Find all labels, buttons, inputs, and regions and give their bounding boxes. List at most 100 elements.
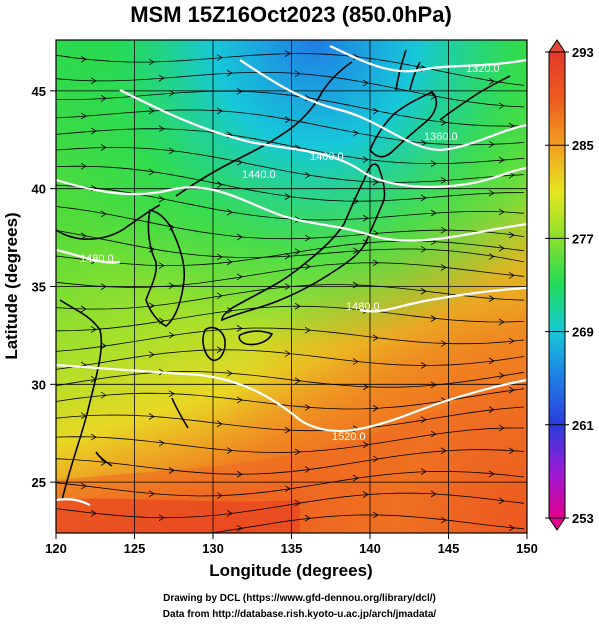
streamline-arrow — [236, 396, 243, 404]
streamline — [56, 72, 525, 108]
streamline-arrow — [304, 466, 311, 473]
streamline-arrow — [158, 439, 165, 447]
streamline-arrow — [440, 516, 447, 524]
streamline-arrow — [440, 226, 447, 234]
streamline-arrow — [284, 350, 291, 357]
y-axis-label: Latitude (degrees) — [2, 212, 21, 359]
streamline-arrow — [362, 491, 369, 498]
streamline-arrow — [101, 536, 106, 542]
height-contour-1480 — [56, 248, 527, 313]
streamline-arrow — [226, 307, 233, 314]
streamline-arrow — [80, 305, 87, 313]
coastline-china — [56, 204, 161, 501]
streamline-arrow — [226, 208, 233, 216]
streamline-arrow — [352, 247, 359, 255]
streamline-arrow — [80, 55, 87, 63]
streamline-arrow — [226, 447, 233, 454]
streamline-arrow — [236, 88, 243, 95]
contour-label-1360: 1360.0 — [424, 131, 458, 143]
streamline-arrow — [352, 281, 359, 289]
x-tick-label: 120 — [45, 541, 67, 556]
streamline-arrow — [148, 490, 155, 498]
streamline — [56, 90, 525, 127]
streamline-arrow — [216, 253, 223, 261]
contour-label-1480-west: 1480.0 — [80, 253, 114, 265]
height-contour-1560 — [56, 498, 91, 506]
streamline-arrow — [216, 292, 223, 300]
height-contour-1400 — [119, 89, 527, 188]
streamline-arrow — [508, 386, 515, 394]
streamline-arrow — [158, 262, 165, 269]
plot-area: 1320.0 1360.0 1400.0 1440.0 1480.0 1480.… — [56, 40, 527, 542]
streamline-arrow — [158, 514, 165, 522]
streamline-arrow — [440, 447, 447, 455]
coastline-korea — [145, 209, 186, 327]
streamline-arrow — [488, 253, 495, 260]
streamline-arrow — [304, 171, 311, 179]
streamline-arrow — [508, 122, 515, 130]
streamline-arrow — [168, 282, 175, 290]
y-tick-label: 45 — [32, 84, 46, 99]
streamline-arrow — [80, 112, 87, 120]
streamline-arrow — [488, 140, 495, 148]
streamline-arrow — [440, 340, 447, 347]
streamline-arrow — [226, 510, 233, 517]
streamline-arrow — [216, 107, 223, 115]
colorbar-bottom-arrow — [548, 517, 566, 531]
streamline-arrow — [430, 93, 437, 100]
x-tick-label: 145 — [438, 541, 460, 556]
streamline-arrow — [508, 337, 515, 345]
streamline-arrow — [488, 295, 495, 302]
colorbar-tick-label: 269 — [572, 325, 594, 340]
streamline-arrow — [236, 524, 243, 532]
streamline-arrow — [498, 424, 505, 432]
height-contour-1320 — [329, 45, 527, 73]
streamline-arrow — [80, 162, 87, 170]
coastlines — [56, 49, 511, 501]
streamline-arrow — [488, 189, 495, 197]
streamline-arrow — [498, 208, 505, 216]
streamline-arrow — [284, 485, 291, 493]
contour-label-1400: 1400.0 — [310, 151, 344, 163]
streamline-arrow — [508, 524, 515, 532]
streamline-arrow — [216, 420, 223, 428]
colorbar-tick-label: 253 — [572, 511, 594, 526]
streamline-arrow — [294, 302, 301, 310]
streamline-arrow — [168, 390, 175, 398]
streamline-arrow — [420, 287, 427, 295]
coastline-hokkaido — [369, 91, 438, 158]
streamline — [56, 229, 525, 263]
streamline-arrow — [148, 413, 155, 420]
streamline-arrow — [304, 234, 311, 242]
streamline — [56, 349, 525, 370]
streamline-arrow — [508, 272, 515, 279]
streamline — [56, 284, 525, 310]
streamline-arrow — [372, 259, 379, 267]
x-axis-label: Longitude (degrees) — [209, 561, 372, 580]
x-tick-label: 135 — [281, 541, 303, 556]
x-tick-label: 125 — [124, 541, 146, 556]
streamline — [56, 470, 525, 497]
streamline-arrow — [440, 177, 447, 184]
y-axis-ticks: 25 30 35 40 45 — [32, 84, 56, 490]
y-tick-label: 35 — [32, 280, 46, 295]
streamline — [207, 514, 525, 533]
streamline-arrow — [100, 391, 107, 399]
streamline-arrow — [236, 325, 243, 332]
streamline-arrow — [362, 214, 369, 222]
streamline-arrow — [304, 514, 311, 522]
streamline-arrow — [372, 404, 379, 412]
colorbar-tick-label: 293 — [572, 45, 594, 60]
warm-band-southwest — [56, 498, 300, 533]
streamline-arrow — [284, 50, 291, 57]
streamline-arrow — [430, 490, 437, 498]
streamline-arrow — [169, 534, 174, 540]
contour-label-1520: 1520.0 — [332, 431, 366, 443]
streamline-arrow — [420, 194, 427, 202]
streamline-arrow — [372, 455, 379, 463]
streamline-arrow — [226, 69, 233, 77]
contour-label-1320: 1320.0 — [466, 63, 500, 75]
streamline-arrow — [216, 54, 223, 62]
streamline-arrow — [148, 168, 155, 176]
